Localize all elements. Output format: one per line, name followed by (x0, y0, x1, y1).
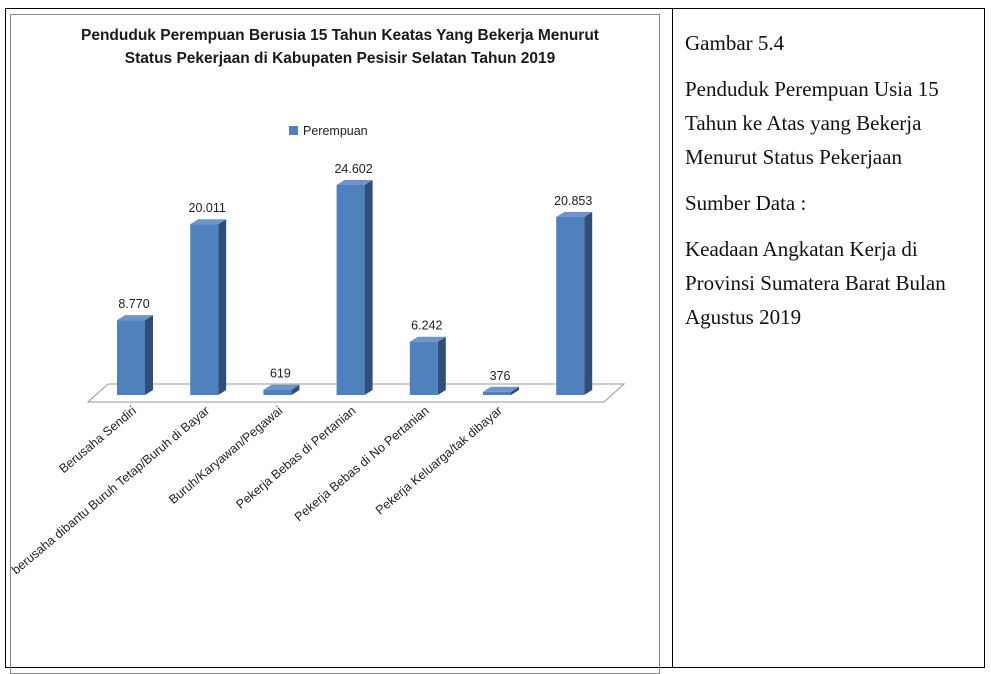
bar-side (291, 384, 300, 395)
data-label: 20.853 (554, 194, 592, 208)
x-tick-label: Berusaha Sendiri (56, 404, 138, 476)
data-label: 20.011 (189, 201, 226, 215)
bar (483, 391, 511, 395)
bar-top (556, 212, 593, 218)
figure-title: Penduduk Perempuan Usia 15 Tahun ke Atas… (685, 77, 939, 169)
data-label: 619 (270, 367, 291, 381)
bar-top (117, 315, 153, 321)
legend-label: Perempuan (303, 124, 368, 138)
bar (336, 185, 365, 395)
data-label: 8.770 (118, 297, 149, 311)
bar-side (584, 212, 593, 395)
chart: Perempuan 8.770 20.011 619 24.602 6.242 376 20.… (9, 124, 626, 577)
bar-side (437, 336, 446, 395)
figure-number: Gambar 5.4 (685, 31, 785, 55)
bar-top (263, 384, 300, 390)
bar-side (511, 386, 519, 395)
x-tick-label: Pekerja Keluarga/tak dibayar (373, 404, 505, 518)
bar-top (336, 180, 373, 185)
data-label: 6.242 (411, 319, 442, 333)
page: Perempuan 8.770 20.011 619 24.602 6.242 376 20.… (5, 8, 985, 674)
bar-top (190, 219, 227, 225)
bar-side (218, 219, 227, 395)
column-divider (672, 8, 673, 668)
bar (190, 224, 219, 395)
data-label: 24.602 (334, 162, 372, 176)
bar (556, 217, 585, 395)
source: Keadaan Angkatan Kerja di Provinsi Sumat… (685, 237, 946, 329)
caption: Gambar 5.4 Penduduk Perempuan Usia 15 Ta… (685, 26, 975, 346)
bar (263, 389, 292, 395)
bar (117, 320, 145, 395)
data-label: 376 (490, 369, 511, 383)
chart-title: Penduduk Perempuan Berusia 15 Tahun Keat… (81, 27, 599, 67)
bar (409, 341, 438, 395)
bar-side (145, 315, 153, 395)
x-tick-label: Pekerja Bebas di No Pertanian (292, 404, 432, 525)
source-label: Sumber Data : (685, 191, 807, 215)
bar-top (483, 386, 519, 392)
bar-side (364, 180, 373, 395)
bar-top (409, 336, 446, 342)
x-tick-label: Pekerja Bebas di Pertanian (233, 404, 358, 512)
legend-swatch (289, 126, 298, 135)
